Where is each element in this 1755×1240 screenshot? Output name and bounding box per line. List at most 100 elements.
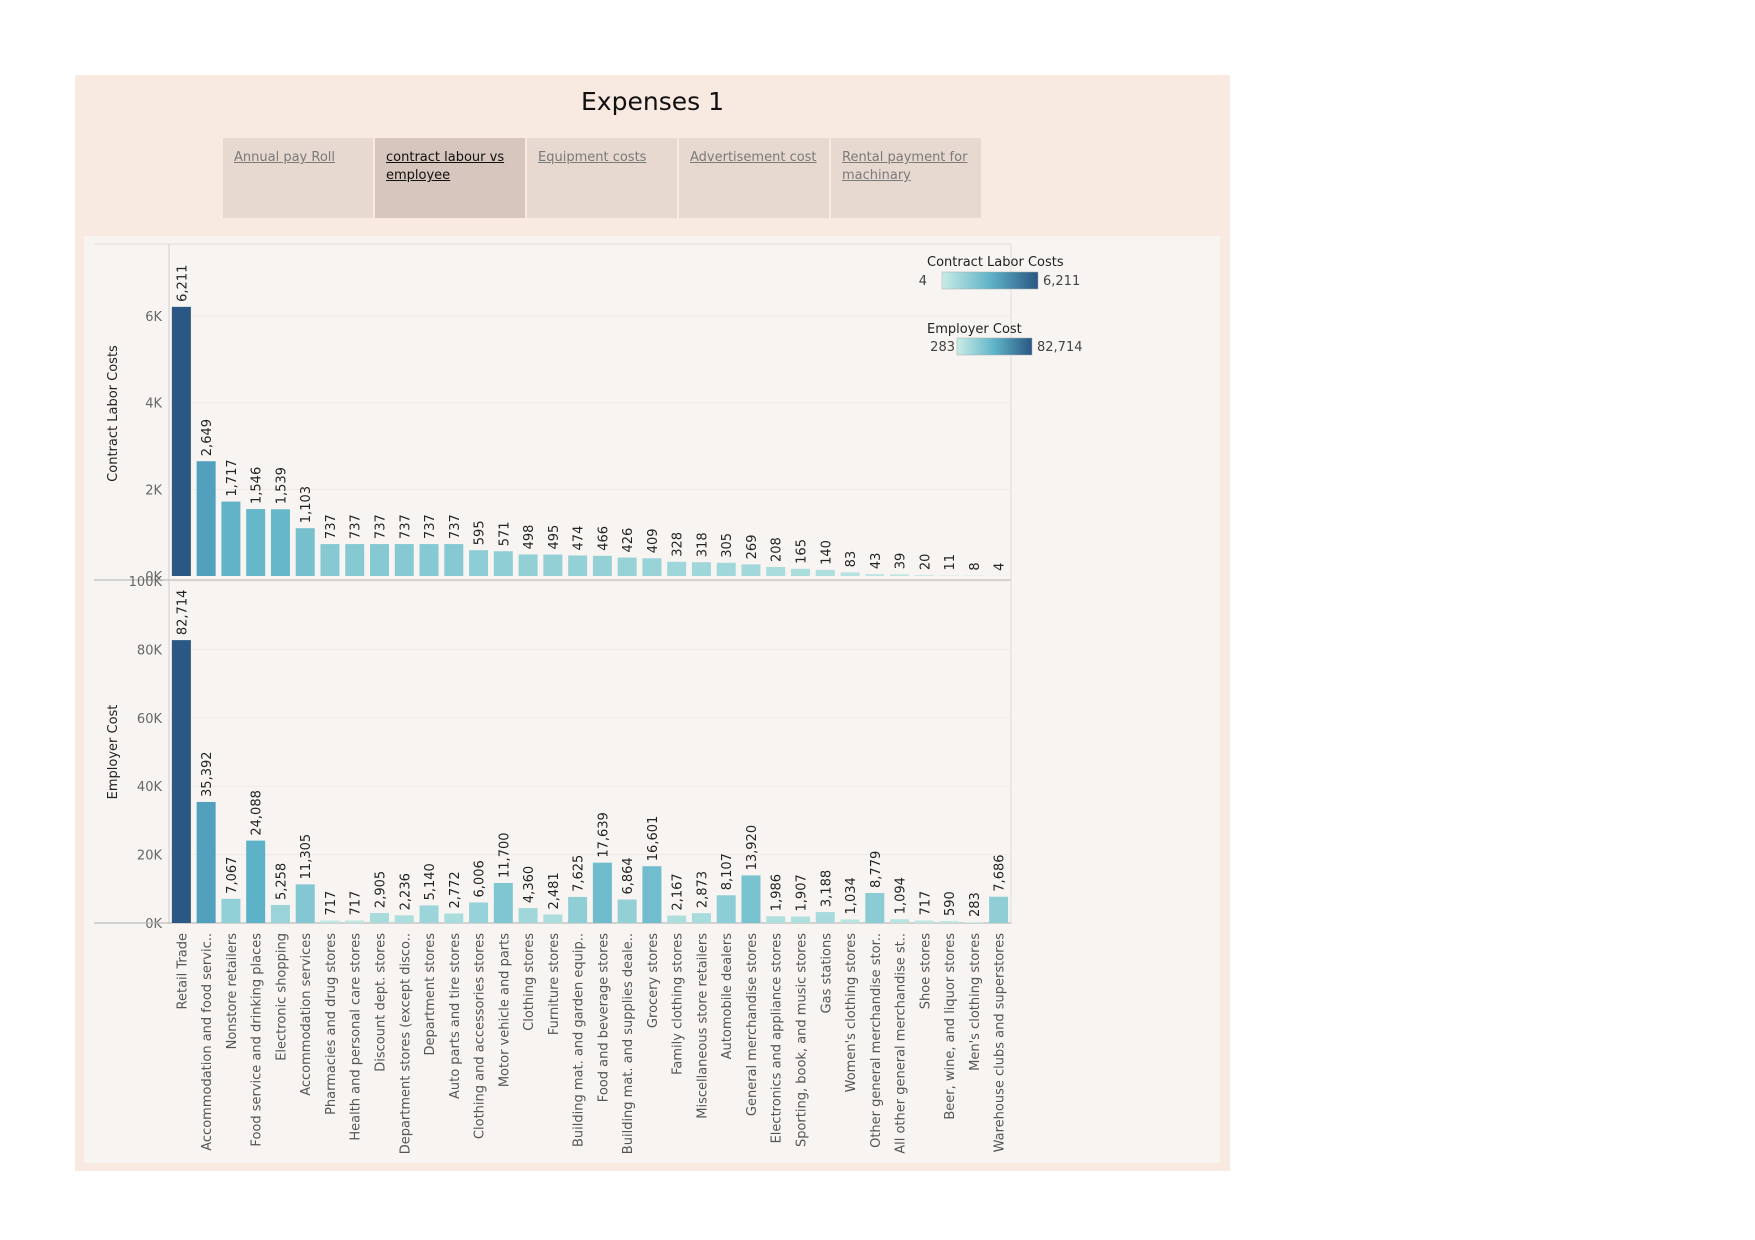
x-tick-label: Shoe stores [918, 933, 933, 1009]
bar [914, 920, 934, 923]
legend-title: Contract Labor Costs [927, 255, 1064, 270]
data-label: 1,986 [770, 874, 785, 911]
bar [320, 920, 340, 923]
bar [444, 544, 464, 576]
x-tick-label: Auto parts and tire stores [448, 933, 463, 1099]
data-label: 1,539 [274, 467, 289, 504]
data-label: 6,211 [175, 265, 190, 302]
bar [815, 569, 835, 576]
x-tick-label: Department stores [423, 933, 438, 1056]
data-label: 7,067 [225, 857, 240, 894]
legend-min-label: 4 [919, 274, 927, 289]
data-label: 3,188 [819, 870, 834, 907]
bar [939, 920, 959, 923]
data-label: 283 [968, 892, 983, 917]
bar [989, 896, 1009, 923]
x-tick-label: Food service and drinking places [250, 933, 265, 1147]
y-tick-label: 40K [137, 780, 163, 795]
data-label: 737 [324, 514, 339, 539]
data-label: 737 [349, 514, 364, 539]
bar [171, 306, 191, 576]
x-tick-label: Family clothing stores [671, 933, 686, 1075]
legend-min-label: 283 [930, 340, 955, 355]
x-tick-label: Men's clothing stores [968, 933, 983, 1071]
bar [246, 509, 266, 576]
bar [716, 895, 736, 923]
data-label: 165 [795, 539, 810, 564]
data-label: 6,006 [473, 860, 488, 897]
bar [691, 562, 711, 576]
data-label: 1,717 [225, 459, 240, 496]
bar [840, 572, 860, 576]
data-label: 318 [695, 532, 710, 557]
x-tick-label: All other general merchandise st.. [894, 933, 909, 1154]
data-label: 208 [770, 537, 785, 562]
data-label: 4,360 [522, 866, 537, 903]
y-tick-label: 6K [145, 310, 162, 325]
x-tick-label: Nonstore retailers [225, 933, 240, 1050]
bar [370, 544, 389, 576]
data-label: 498 [522, 525, 537, 550]
bar [196, 801, 216, 923]
bar [741, 875, 761, 923]
data-label: 6,864 [621, 857, 636, 894]
x-tick-label: Motor vehicle and parts [497, 933, 512, 1087]
bar [964, 922, 984, 923]
data-label: 426 [621, 528, 636, 553]
data-label: 11 [943, 554, 958, 571]
color-scale-bar [941, 271, 1039, 290]
bar [815, 912, 835, 923]
data-label: 16,601 [646, 816, 661, 862]
y-tick-label: 80K [137, 643, 163, 658]
bar [394, 544, 414, 576]
bar [791, 916, 810, 923]
data-label: 1,546 [250, 467, 265, 504]
bar [345, 544, 365, 576]
data-label: 328 [671, 532, 686, 557]
data-label: 269 [745, 535, 760, 560]
data-label: 7,625 [572, 855, 587, 892]
data-label: 83 [844, 551, 859, 568]
data-label: 1,103 [299, 486, 314, 523]
bar [890, 919, 910, 923]
data-label: 466 [596, 526, 611, 551]
bar [543, 914, 563, 923]
bar [518, 908, 538, 923]
tab-annual-pay-roll[interactable]: Annual pay Roll [223, 138, 373, 218]
bar [890, 574, 910, 576]
x-tick-label: Women's clothing stores [844, 933, 859, 1093]
data-label: 737 [398, 514, 413, 539]
data-label: 2,873 [695, 871, 710, 908]
legend-max-label: 82,714 [1037, 340, 1083, 355]
dashboard: Expenses 1 Annual pay Roll contract labo… [75, 75, 1230, 1171]
data-label: 140 [819, 540, 834, 565]
x-tick-label: Accommodation and food servic.. [200, 933, 215, 1151]
bar [766, 916, 786, 923]
data-label: 2,772 [448, 871, 463, 908]
x-tick-label: Clothing and accessories stores [473, 933, 488, 1139]
tab-rental-payment-for-machinary[interactable]: Rental payment for machinary [831, 138, 981, 218]
tab-equipment-costs[interactable]: Equipment costs [527, 138, 677, 218]
tab-contract-labour-vs-employee[interactable]: contract labour vs employee [375, 138, 525, 218]
data-label: 595 [473, 520, 488, 545]
y-tick-label: 2K [145, 483, 162, 498]
tab-advertisement-cost[interactable]: Advertisement cost [679, 138, 829, 218]
data-label: 717 [324, 891, 339, 916]
y-tick-label: 4K [145, 397, 162, 412]
data-label: 11,700 [497, 832, 512, 878]
chart-panel: 0K 2K 4K 6K Contract Labor Costs 6,211 2,649 1,… [84, 236, 1220, 1163]
data-label: 5,258 [274, 863, 289, 900]
y-axis-title: Employer Cost [106, 705, 121, 800]
bar [345, 920, 365, 923]
x-tick-label: Beer, wine, and liquor stores [943, 933, 958, 1120]
bar-chart: 0K 2K 4K 6K Contract Labor Costs 6,211 2,649 1,… [94, 243, 1083, 1154]
bar [716, 562, 736, 576]
data-label: 474 [572, 526, 587, 551]
data-label: 2,167 [671, 873, 686, 910]
x-tick-label: Retail Trade [175, 933, 190, 1009]
data-label: 717 [349, 891, 364, 916]
bar [270, 509, 290, 576]
x-tick-label: Health and personal care stores [349, 933, 364, 1141]
x-tick-label: Furniture stores [547, 933, 562, 1035]
bar [295, 884, 315, 923]
